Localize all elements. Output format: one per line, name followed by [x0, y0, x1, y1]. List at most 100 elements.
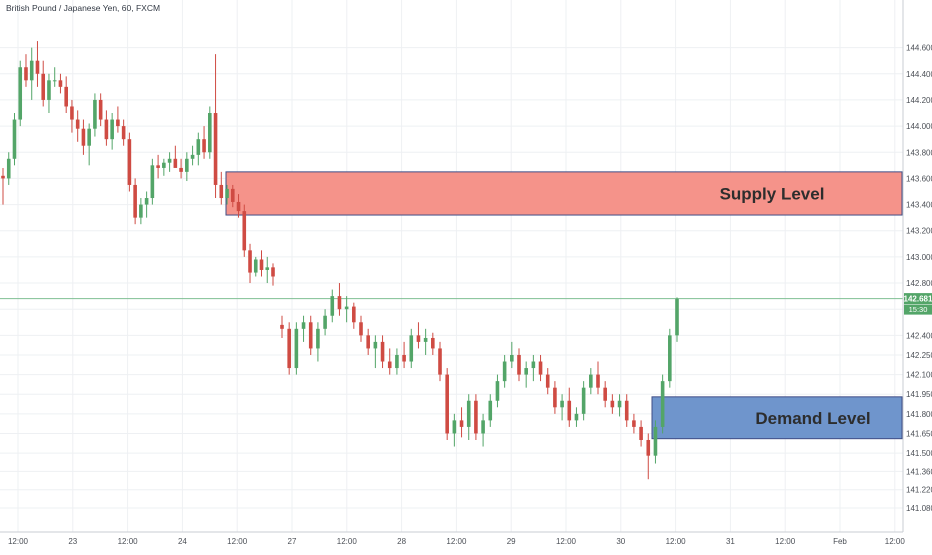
candle-up: [316, 322, 320, 362]
price-tick-label: 144.600: [906, 44, 932, 53]
last-price-tag: 142.681 15:30: [904, 293, 932, 315]
candle-body: [675, 298, 679, 336]
candle-body: [133, 184, 137, 218]
candle-body: [502, 361, 507, 382]
candle-down: [173, 145, 178, 168]
candle-body: [517, 354, 521, 375]
time-tick-label: 12:00: [666, 537, 687, 546]
candle-up: [581, 381, 586, 421]
candle-up: [323, 309, 327, 336]
candle-body: [646, 439, 651, 456]
candle-down: [445, 368, 449, 440]
price-tick-label: 143.400: [906, 201, 932, 210]
candle-down: [459, 407, 464, 438]
candle-body: [581, 387, 586, 414]
candle-body: [373, 341, 378, 349]
candle-body: [236, 201, 241, 212]
candle-body: [545, 374, 550, 388]
candle-up: [574, 407, 579, 427]
candle-up: [150, 158, 155, 205]
candle-body: [589, 374, 593, 388]
candle-body: [29, 60, 34, 81]
candle-body: [323, 315, 327, 329]
candle-body: [466, 400, 471, 427]
candle-body: [87, 128, 91, 146]
candle-down: [366, 328, 370, 355]
candle-body: [459, 420, 464, 427]
time-tick-label: 27: [288, 537, 297, 546]
candle-up: [196, 132, 201, 166]
candle-body: [248, 250, 252, 273]
candle-body: [242, 211, 247, 251]
candle-up: [208, 106, 212, 159]
candle-up: [510, 341, 514, 369]
bar-countdown: 15:30: [909, 305, 928, 314]
candle-body: [41, 73, 46, 100]
candle-body: [301, 322, 306, 329]
candle-body: [156, 165, 160, 168]
candle-up: [330, 289, 335, 323]
candle-down: [127, 132, 132, 192]
candle-body: [431, 337, 435, 349]
candle-body: [93, 99, 97, 129]
candle-down: [416, 322, 421, 349]
price-tick-label: 142.400: [906, 331, 932, 340]
candle-body: [12, 119, 17, 159]
candle-body: [18, 67, 23, 120]
candle-up: [144, 191, 149, 218]
candle-body: [167, 158, 172, 163]
price-tick-label: 143.600: [906, 174, 932, 183]
candle-up: [18, 60, 23, 127]
time-tick-label: 12:00: [775, 537, 796, 546]
candle-down: [646, 433, 651, 480]
candle-body: [452, 420, 457, 434]
price-tick-label: 143.000: [906, 253, 932, 262]
candle-body: [213, 113, 218, 185]
candle-down: [553, 381, 557, 414]
supply-zone[interactable]: [225, 171, 903, 216]
candle-down: [156, 154, 160, 179]
price-tick-label: 143.200: [906, 227, 932, 236]
candle-body: [70, 106, 74, 120]
candle-down: [179, 158, 183, 179]
candle-body: [438, 348, 442, 375]
candle-up: [6, 152, 11, 185]
candle-body: [202, 139, 206, 153]
candle-body: [98, 99, 103, 120]
candle-body: [6, 158, 11, 179]
candle-down: [58, 73, 63, 94]
demand-zone[interactable]: [651, 396, 903, 440]
time-tick-label: 24: [178, 537, 187, 546]
candle-down: [104, 110, 109, 146]
candle-down: [517, 348, 521, 382]
time-axis[interactable]: 12:00 23 12:00 24 12:00 27 12:00 28 12:00 29 12:00…: [8, 537, 905, 546]
candle-body: [409, 335, 414, 362]
candle-body: [596, 374, 600, 388]
candle-down: [271, 263, 275, 286]
candle-up: [265, 256, 270, 284]
candle-body: [474, 400, 478, 434]
price-axis[interactable]: 144.600 144.400 144.200 144.000 143.800 143.6…: [906, 44, 932, 513]
candle-up: [560, 394, 564, 421]
candle-down: [219, 171, 224, 205]
candle-body: [259, 259, 264, 270]
candle-up: [423, 328, 428, 355]
candle-body: [423, 337, 428, 342]
candle-up: [139, 198, 143, 225]
candle-down: [352, 302, 356, 329]
candle-down: [41, 60, 46, 107]
candle-up: [93, 93, 97, 137]
candle-body: [162, 162, 166, 168]
last-price-tag-bg: [904, 293, 932, 305]
time-tick-label: 12:00: [446, 537, 467, 546]
candle-down: [133, 178, 137, 225]
candle-up: [617, 394, 622, 417]
candle-down: [632, 413, 636, 434]
time-tick-label: 12:00: [8, 537, 29, 546]
candle-down: [603, 381, 607, 408]
candle-body: [510, 354, 514, 362]
candle-down: [75, 110, 80, 142]
candle-up: [167, 152, 172, 172]
